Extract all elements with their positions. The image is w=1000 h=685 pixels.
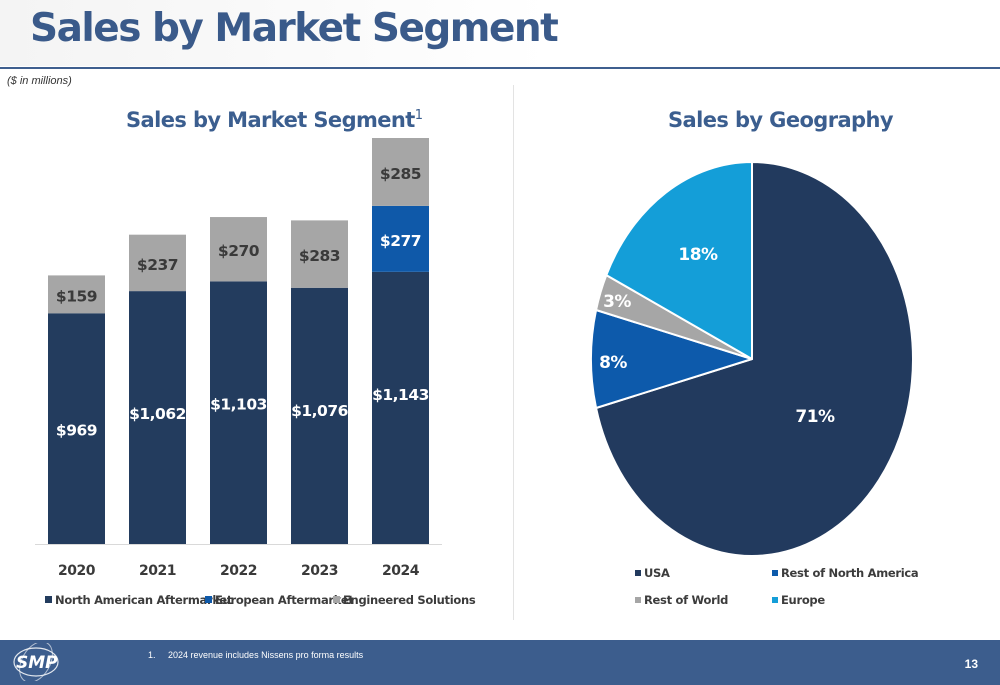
bar-chart-title-text: Sales by Market Segment [126, 108, 415, 132]
bar-engineered-solutions-2023 [291, 220, 348, 288]
bar-north-american-aftermarket-2022 [210, 281, 267, 544]
legend-label-north-american-aftermarket: North American Aftermarket [55, 593, 233, 607]
bar-chart-title-footnote-marker: 1 [414, 108, 423, 123]
footnote: 1. 2024 revenue includes Nissens pro form… [148, 650, 363, 660]
pie-label-usa: 71% [795, 407, 835, 427]
pie-legend-label-rest-of-world: Rest of World [644, 593, 728, 607]
pie-chart: 71% 8% 3% 18% USA Rest of North America Rest o… [590, 161, 919, 607]
footer-bar: SMP 1. 2024 revenue includes Nissens pro … [0, 640, 1000, 685]
pie-legend-label-usa: USA [644, 566, 670, 580]
x-tick-label-2023: 2023 [301, 563, 338, 579]
data-label-north-american-aftermarket-2021: $1,062 [129, 405, 186, 423]
bar-engineered-solutions-2022 [210, 217, 267, 282]
pie-label-rest-of-north-america: 8% [599, 353, 627, 373]
data-label-engineered-solutions-2024: $285 [380, 165, 421, 183]
legend-swatch-engineered-solutions [333, 596, 340, 603]
bar-chart: $969 $159 2020 $1,062 $237 2021 $1,103 $270 2022… [35, 138, 476, 607]
x-tick-label-2022: 2022 [220, 563, 257, 579]
data-label-engineered-solutions-2023: $283 [299, 247, 340, 265]
data-label-north-american-aftermarket-2023: $1,076 [291, 402, 348, 420]
x-tick-label-2024: 2024 [382, 563, 420, 579]
footnote-number: 1. [148, 650, 156, 660]
footnote-text: 2024 revenue includes Nissens pro forma … [168, 650, 364, 660]
pie-legend-label-rest-of-north-america: Rest of North America [781, 566, 918, 580]
legend-label-engineered-solutions: Engineered Solutions [343, 593, 476, 607]
data-label-engineered-solutions-2020: $159 [56, 287, 97, 305]
pie-label-europe: 18% [678, 245, 718, 265]
bar-chart-title: Sales by Market Segment1 [126, 108, 423, 132]
pie-slice-europe [605, 161, 753, 360]
legend-label-european-aftermarket: European Aftermarket [215, 593, 354, 607]
pie-slice-usa [595, 161, 914, 557]
data-label-north-american-aftermarket-2022: $1,103 [210, 395, 267, 413]
data-label-engineered-solutions-2022: $270 [218, 242, 260, 260]
title-divider [0, 67, 1000, 69]
bar-north-american-aftermarket-2023 [291, 287, 348, 544]
page-title: Sales by Market Segment [30, 6, 559, 51]
x-tick-label-2021: 2021 [139, 563, 176, 579]
bar-engineered-solutions-2024 [372, 138, 429, 206]
pie-legend-label-europe: Europe [781, 593, 825, 607]
data-label-engineered-solutions-2021: $237 [137, 256, 178, 274]
pie-chart-title: Sales by Geography [668, 108, 894, 132]
smp-logo: SMP [13, 643, 59, 681]
pie-legend-swatch-europe [772, 597, 778, 603]
legend-swatch-north-american-aftermarket [45, 596, 52, 603]
chart-divider [513, 85, 514, 620]
bar-north-american-aftermarket-2021 [129, 291, 186, 544]
units-note: ($ in millions) [7, 75, 72, 87]
pie-legend-swatch-rest-of-world [635, 597, 641, 603]
bar-north-american-aftermarket-2020 [48, 313, 105, 544]
data-label-north-american-aftermarket-2024: $1,143 [372, 386, 429, 404]
title-band [0, 0, 1000, 66]
pie-label-rest-of-world: 3% [603, 292, 631, 312]
legend-swatch-european-aftermarket [205, 596, 212, 603]
pie-slice-rest-of-north-america [590, 309, 753, 409]
pie-legend-swatch-usa [635, 570, 641, 576]
bar-european-aftermarket-2024 [372, 205, 429, 272]
page-number: 13 [964, 657, 978, 671]
bar-north-american-aftermarket-2024 [372, 271, 429, 544]
data-label-european-aftermarket-2024: $277 [380, 232, 421, 250]
data-label-north-american-aftermarket-2020: $969 [56, 421, 97, 439]
pie-legend-swatch-rest-of-north-america [772, 570, 778, 576]
smp-logo-text: SMP [16, 653, 58, 673]
x-tick-label-2020: 2020 [58, 563, 96, 579]
bar-engineered-solutions-2021 [129, 234, 186, 292]
bar-engineered-solutions-2020 [48, 275, 105, 314]
